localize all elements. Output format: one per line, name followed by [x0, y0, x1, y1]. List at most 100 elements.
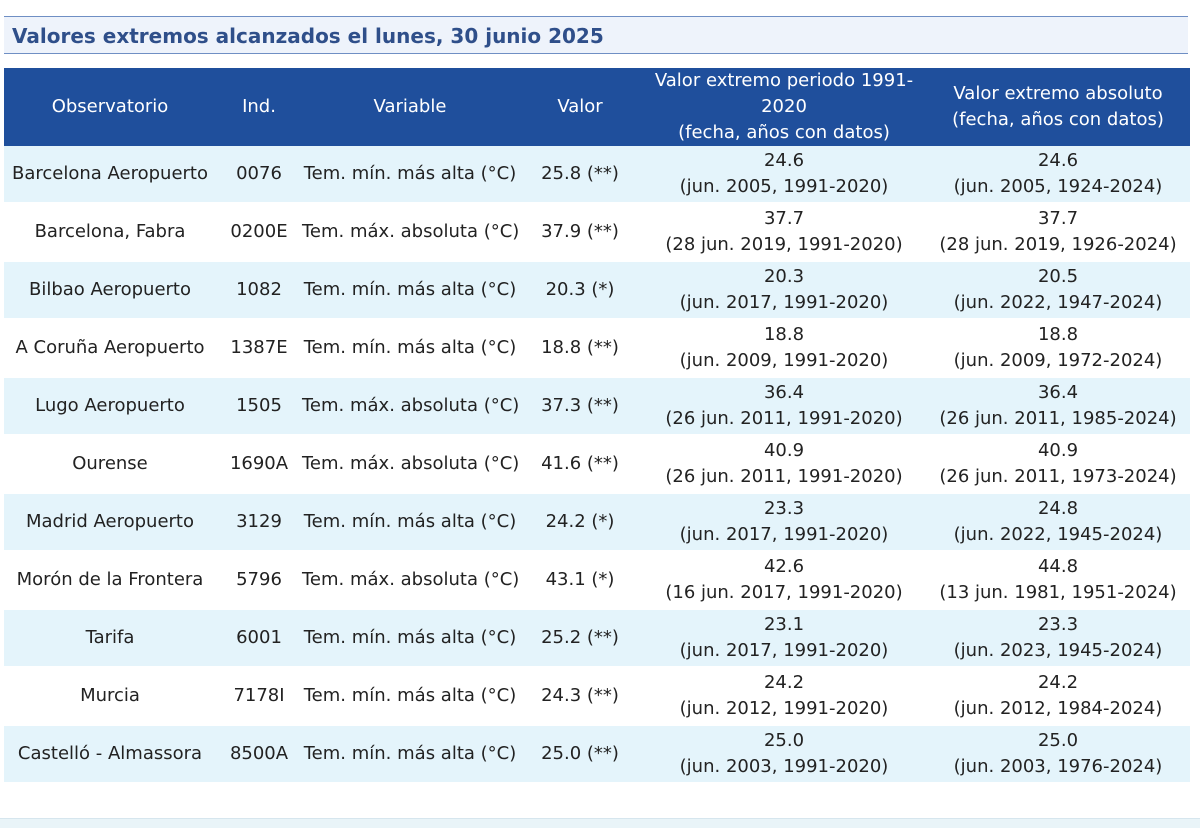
table-row: Lugo Aeropuerto 1505 Tem. máx. absoluta (°…	[4, 377, 1190, 436]
footer-strip	[0, 818, 1200, 828]
cell-absoluto-value: 36.4	[1037, 382, 1079, 403]
header-absoluto-subtitle: (fecha, años con datos)	[952, 109, 1164, 130]
cell-observatorio: Morón de la Frontera	[4, 551, 216, 610]
cell-periodo-value: 40.9	[763, 440, 805, 461]
cell-variable: Tem. mín. más alta (°C)	[302, 609, 518, 668]
cell-absoluto: 20.5 (jun. 2022, 1947-2024)	[926, 261, 1190, 320]
cell-observatorio: Barcelona, Fabra	[4, 203, 216, 262]
table-row: Castelló - Almassora 8500A Tem. mín. más a…	[4, 725, 1190, 784]
table-row: Barcelona, Fabra 0200E Tem. máx. absoluta …	[4, 203, 1190, 262]
cell-variable: Tem. máx. absoluta (°C)	[302, 377, 519, 436]
cell-variable: Tem. mín. más alta (°C)	[302, 667, 518, 726]
cell-absoluto: 40.9 (26 jun. 2011, 1973-2024)	[926, 435, 1190, 494]
cell-valor: 43.1 (*)	[518, 551, 642, 610]
cell-absoluto: 36.4 (26 jun. 2011, 1985-2024)	[926, 377, 1190, 436]
cell-observatorio: Ourense	[4, 435, 216, 494]
cell-observatorio: Murcia	[4, 667, 216, 726]
cell-absoluto-date: (jun. 2022, 1947-2024)	[953, 292, 1163, 313]
cell-absoluto-value: 25.0	[1037, 730, 1079, 751]
cell-periodo-value: 37.7	[763, 208, 805, 229]
cell-valor: 25.8 (**)	[518, 146, 642, 204]
cell-absoluto: 44.8 (13 jun. 1981, 1951-2024)	[926, 551, 1190, 610]
cell-periodo-date: (28 jun. 2019, 1991-2020)	[665, 234, 903, 255]
cell-valor: 25.2 (**)	[518, 609, 642, 668]
cell-periodo: 18.8 (jun. 2009, 1991-2020)	[642, 319, 926, 378]
cell-ind: 1082	[216, 261, 302, 320]
cell-valor: 24.3 (**)	[518, 667, 642, 726]
cell-ind: 1505	[216, 377, 302, 436]
extremes-table: Observatorio Ind. Variable Valor Valor e…	[4, 68, 1190, 784]
cell-periodo-date: (26 jun. 2011, 1991-2020)	[665, 408, 903, 429]
cell-periodo-value: 23.3	[763, 498, 805, 519]
header-absoluto-title: Valor extremo absoluto	[953, 83, 1163, 104]
page-title: Valores extremos alcanzados el lunes, 30…	[4, 16, 1188, 54]
table-row: Madrid Aeropuerto 3129 Tem. mín. más alta …	[4, 493, 1190, 552]
cell-periodo-value: 36.4	[763, 382, 805, 403]
cell-periodo-value: 20.3	[763, 266, 805, 287]
cell-absoluto: 24.8 (jun. 2022, 1945-2024)	[926, 493, 1190, 552]
cell-periodo-value: 25.0	[763, 730, 805, 751]
cell-absoluto-date: (jun. 2022, 1945-2024)	[953, 524, 1163, 545]
cell-valor: 37.9 (**)	[518, 203, 642, 262]
cell-ind: 8500A	[216, 725, 302, 784]
cell-periodo-value: 42.6	[763, 556, 805, 577]
cell-absoluto: 37.7 (28 jun. 2019, 1926-2024)	[926, 203, 1190, 262]
cell-valor: 37.3 (**)	[518, 377, 642, 436]
cell-observatorio: A Coruña Aeropuerto	[4, 319, 216, 378]
cell-valor: 20.3 (*)	[518, 261, 642, 320]
cell-absoluto-date: (jun. 2005, 1924-2024)	[953, 176, 1163, 197]
header-periodo: Valor extremo periodo 1991-2020 (fecha, …	[642, 68, 926, 146]
header-absoluto: Valor extremo absoluto (fecha, años con …	[926, 68, 1190, 146]
table-row: Tarifa 6001 Tem. mín. más alta (°C) 25.2 (*…	[4, 609, 1190, 668]
cell-periodo-date: (16 jun. 2017, 1991-2020)	[665, 582, 903, 603]
cell-absoluto-value: 37.7	[1037, 208, 1079, 229]
cell-variable: Tem. mín. más alta (°C)	[302, 146, 518, 204]
cell-observatorio: Lugo Aeropuerto	[4, 377, 216, 436]
cell-valor: 25.0 (**)	[518, 725, 642, 784]
cell-absoluto: 24.2 (jun. 2012, 1984-2024)	[926, 667, 1190, 726]
cell-ind: 7178I	[216, 667, 302, 726]
table-body: Barcelona Aeropuerto 0076 Tem. mín. más al…	[4, 146, 1190, 784]
cell-absoluto-value: 44.8	[1037, 556, 1079, 577]
cell-periodo: 40.9 (26 jun. 2011, 1991-2020)	[642, 435, 926, 494]
cell-absoluto: 24.6 (jun. 2005, 1924-2024)	[926, 146, 1190, 204]
cell-ind: 0200E	[216, 203, 302, 262]
cell-variable: Tem. mín. más alta (°C)	[302, 493, 518, 552]
cell-periodo-value: 18.8	[763, 324, 805, 345]
cell-ind: 5796	[216, 551, 302, 610]
cell-absoluto-date: (jun. 2023, 1945-2024)	[953, 640, 1163, 661]
cell-periodo-date: (jun. 2017, 1991-2020)	[679, 640, 889, 661]
cell-absoluto: 18.8 (jun. 2009, 1972-2024)	[926, 319, 1190, 378]
table-row: Bilbao Aeropuerto 1082 Tem. mín. más alta …	[4, 261, 1190, 320]
cell-ind: 0076	[216, 146, 302, 204]
cell-periodo-value: 24.6	[763, 150, 805, 171]
cell-absoluto: 25.0 (jun. 2003, 1976-2024)	[926, 725, 1190, 784]
cell-absoluto-date: (28 jun. 2019, 1926-2024)	[939, 234, 1177, 255]
cell-absoluto-date: (jun. 2009, 1972-2024)	[953, 350, 1163, 371]
cell-periodo-value: 23.1	[763, 614, 805, 635]
cell-absoluto-date: (13 jun. 1981, 1951-2024)	[939, 582, 1177, 603]
cell-periodo: 36.4 (26 jun. 2011, 1991-2020)	[642, 377, 926, 436]
cell-absoluto-value: 23.3	[1037, 614, 1079, 635]
cell-variable: Tem. máx. absoluta (°C)	[302, 435, 519, 494]
cell-absoluto-date: (jun. 2012, 1984-2024)	[953, 698, 1163, 719]
cell-periodo: 24.2 (jun. 2012, 1991-2020)	[642, 667, 926, 726]
cell-variable: Tem. mín. más alta (°C)	[302, 261, 518, 320]
cell-ind: 1387E	[216, 319, 302, 378]
cell-periodo: 20.3 (jun. 2017, 1991-2020)	[642, 261, 926, 320]
cell-absoluto-value: 24.8	[1037, 498, 1079, 519]
header-periodo-subtitle: (fecha, años con datos)	[678, 122, 890, 143]
cell-periodo-date: (jun. 2005, 1991-2020)	[679, 176, 889, 197]
cell-absoluto: 23.3 (jun. 2023, 1945-2024)	[926, 609, 1190, 668]
table-row: Ourense 1690A Tem. máx. absoluta (°C) 41.6 …	[4, 435, 1190, 494]
cell-absoluto-value: 20.5	[1037, 266, 1079, 287]
cell-ind: 3129	[216, 493, 302, 552]
cell-variable: Tem. máx. absoluta (°C)	[302, 203, 519, 262]
cell-absoluto-date: (26 jun. 2011, 1973-2024)	[939, 466, 1177, 487]
cell-periodo: 24.6 (jun. 2005, 1991-2020)	[642, 146, 926, 204]
cell-absoluto-date: (26 jun. 2011, 1985-2024)	[939, 408, 1177, 429]
cell-periodo: 23.1 (jun. 2017, 1991-2020)	[642, 609, 926, 668]
cell-periodo-date: (26 jun. 2011, 1991-2020)	[665, 466, 903, 487]
cell-variable: Tem. máx. absoluta (°C)	[302, 551, 519, 610]
table-row: A Coruña Aeropuerto 1387E Tem. mín. más al…	[4, 319, 1190, 378]
